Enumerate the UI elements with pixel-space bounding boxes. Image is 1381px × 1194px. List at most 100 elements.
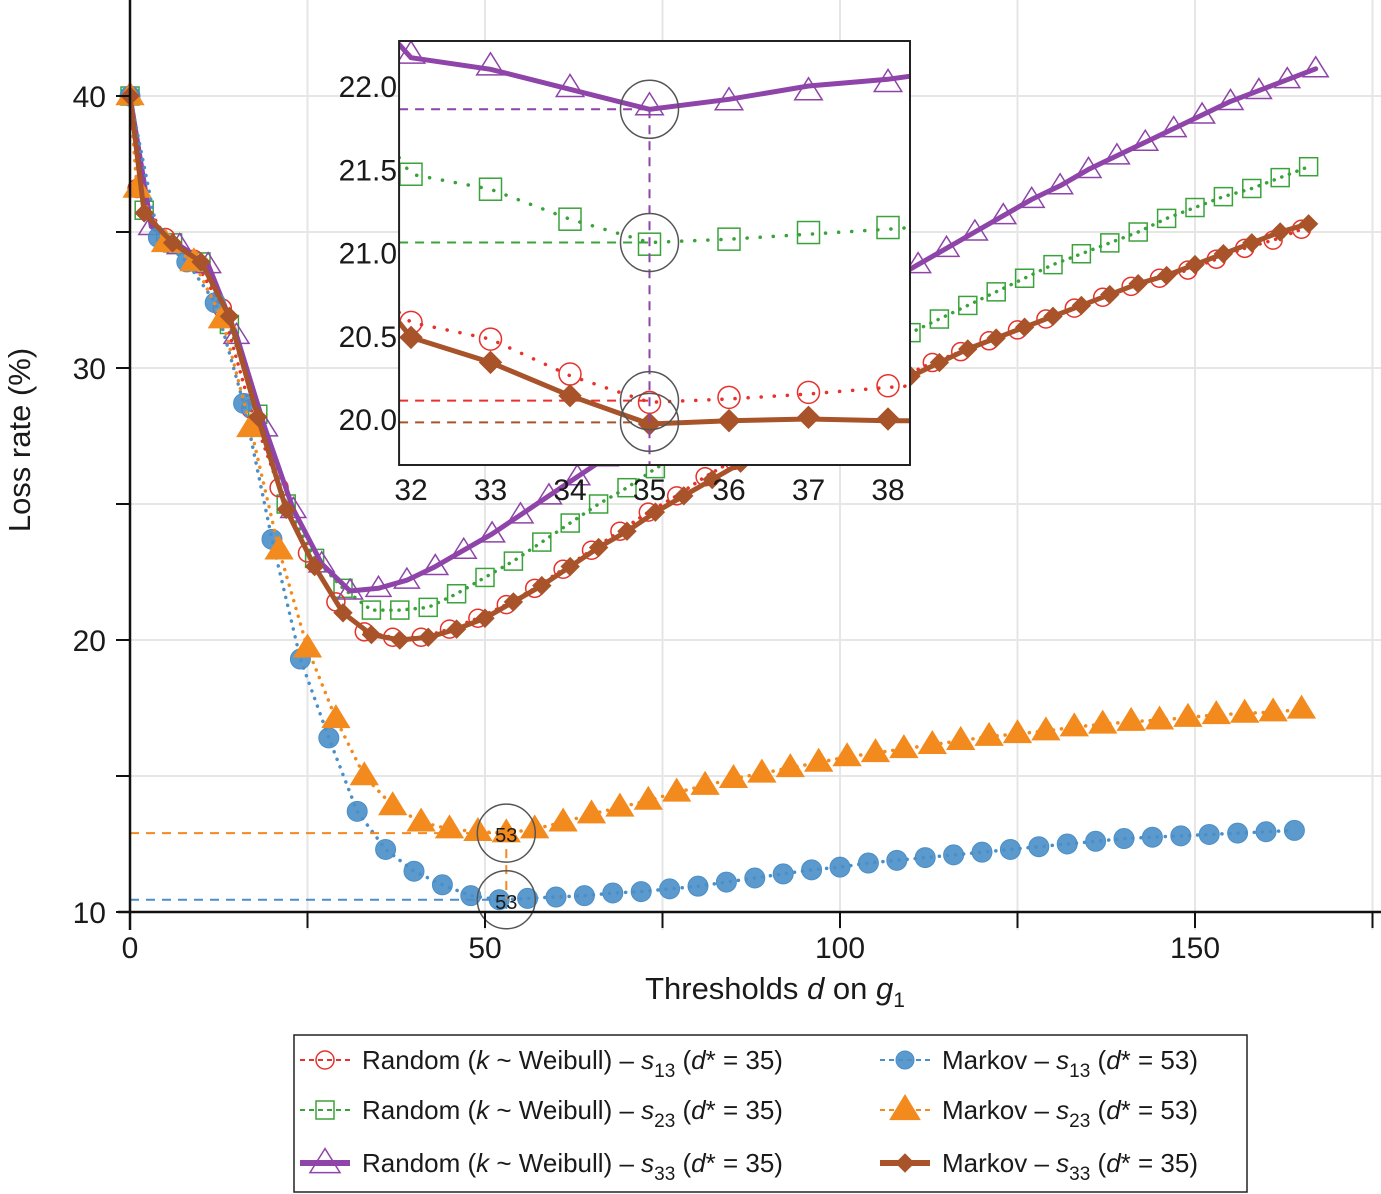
legend-label-part: Markov – <box>942 1148 1056 1178</box>
inset-x-tick-label: 36 <box>712 474 745 507</box>
data-point-m23 <box>1088 709 1118 734</box>
inset-data-point-m33 <box>876 407 900 431</box>
data-point-m13 <box>318 727 340 749</box>
data-point-m23 <box>378 791 408 816</box>
data-point-r23 <box>588 494 609 514</box>
legend-label-part: * = 53) <box>1121 1095 1198 1125</box>
data-point-m33 <box>248 407 268 427</box>
legend-label-part: 13 <box>1069 1061 1090 1082</box>
legend-label-part: * = 35) <box>706 1095 783 1125</box>
legend-label: Random (k ~ Weibull) – s33 (d* = 35) <box>362 1148 783 1185</box>
legend-item-r33: Random (k ~ Weibull) – s33 (d* = 35) <box>300 1147 783 1185</box>
data-point-m23 <box>690 770 720 795</box>
data-point-m23 <box>718 764 749 789</box>
legend-label-part: ( <box>1090 1045 1106 1075</box>
inset-min-circle <box>619 212 680 273</box>
inset-data-point-r33 <box>793 76 824 101</box>
inset-x-tick-label: 34 <box>553 474 586 507</box>
legend-label-part: ~ Weibull) – <box>489 1095 641 1125</box>
data-point-m13 <box>659 878 681 900</box>
data-point-r23 <box>503 551 524 571</box>
data-point-m33 <box>986 328 1006 348</box>
inset-y-tick-label: 22.0 <box>339 71 397 104</box>
legend-swatch-marker <box>895 1050 915 1070</box>
data-point-m13 <box>1227 822 1249 844</box>
inset-data-point-m33 <box>717 408 741 433</box>
data-point-m23 <box>974 721 1004 746</box>
inset-min-circle <box>619 392 680 453</box>
data-point-r23 <box>475 567 495 588</box>
data-point-m13 <box>715 871 737 893</box>
inset-x-tick-label: 33 <box>474 474 507 507</box>
data-point-m33 <box>162 233 183 253</box>
x-axis-label-var: d <box>807 971 826 1006</box>
data-point-m33 <box>390 630 410 650</box>
legend-label-part: * = 35) <box>1121 1148 1198 1178</box>
data-point-m33 <box>418 627 438 647</box>
legend-label: Random (k ~ Weibull) – s23 (d* = 35) <box>362 1095 783 1132</box>
data-point-r33 <box>1301 55 1330 78</box>
legend-box <box>293 1034 1248 1193</box>
data-point-r23 <box>1156 208 1177 229</box>
data-point-r33 <box>421 553 450 576</box>
legend-label-part: 33 <box>654 1164 675 1185</box>
data-point-m23 <box>548 807 578 832</box>
data-point-m33 <box>475 608 495 628</box>
inset-data-point-r13 <box>796 380 821 405</box>
data-point-m33 <box>532 575 552 596</box>
data-point-m33 <box>702 469 722 490</box>
y-tick-label: 30 <box>73 353 106 386</box>
legend-label-part: d <box>691 1095 707 1125</box>
legend-label-part: * = 35) <box>706 1148 783 1178</box>
min-highlight-circle <box>476 803 537 863</box>
data-point-m13 <box>1113 828 1135 850</box>
data-point-r33 <box>1046 172 1074 195</box>
data-point-m33 <box>333 603 353 623</box>
x-tick-label: 100 <box>815 932 865 965</box>
legend-label: Markov – s33 (d* = 35) <box>942 1148 1198 1185</box>
data-point-m33 <box>1298 214 1319 234</box>
inset-data-point-r13 <box>876 373 900 398</box>
data-point-r33 <box>336 577 364 600</box>
data-point-m13 <box>1283 819 1305 841</box>
legend-label-part: k <box>476 1095 491 1125</box>
data-point-r33 <box>449 536 478 559</box>
data-point-m13 <box>744 867 766 889</box>
x-axis-label-sub: 1 <box>893 989 905 1012</box>
data-point-m23 <box>832 742 862 767</box>
data-point-m33 <box>1185 254 1205 275</box>
legend-label: Markov – s23 (d* = 53) <box>942 1095 1198 1132</box>
data-point-r33 <box>1273 66 1302 89</box>
data-point-m23 <box>292 633 323 658</box>
inset-data-point-r33 <box>713 86 745 111</box>
x-tick-label: 150 <box>1170 932 1220 965</box>
annotations: 53 53 <box>130 803 537 930</box>
data-point-r23 <box>1100 233 1120 253</box>
legend-label-part: d <box>691 1148 707 1178</box>
data-point-r23 <box>560 513 580 533</box>
data-point-m13 <box>630 881 652 903</box>
inset-data-point-r13 <box>717 385 741 410</box>
legend-label: Random (k ~ Weibull) – s13 (d* = 35) <box>362 1045 783 1082</box>
data-point-r33 <box>1131 128 1160 151</box>
data-point-r33 <box>1216 88 1245 111</box>
min-annotation-label: 53 <box>495 825 517 847</box>
data-point-m23 <box>1002 719 1033 744</box>
data-point-r23 <box>1071 244 1092 264</box>
data-point-m23 <box>406 807 436 832</box>
data-point-m13 <box>829 856 851 878</box>
data-point-r23 <box>617 477 637 498</box>
data-point-r33 <box>1188 101 1216 124</box>
legend-swatch-marker <box>315 1100 335 1120</box>
legend-label-part: s <box>1056 1095 1069 1125</box>
inset-min-circle <box>619 370 680 431</box>
data-point-m13 <box>545 886 567 908</box>
inset-series-line-r33 <box>399 41 910 112</box>
data-point-m13 <box>943 844 965 866</box>
data-point-m23 <box>605 792 635 817</box>
data-point-m13 <box>1028 836 1050 858</box>
data-point-m23 <box>1031 716 1061 741</box>
legend-label-part: 23 <box>1069 1111 1090 1132</box>
data-point-r23 <box>1128 222 1148 242</box>
inset-data-point-r23 <box>478 177 503 201</box>
